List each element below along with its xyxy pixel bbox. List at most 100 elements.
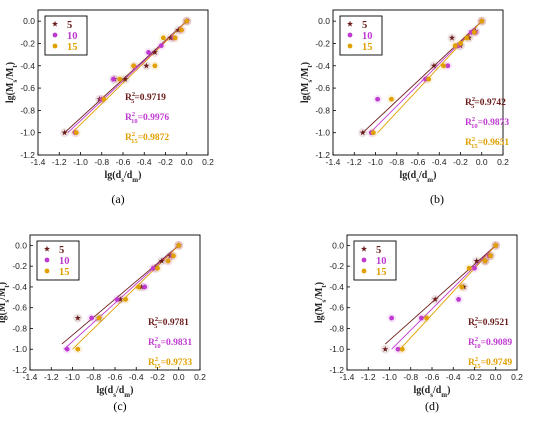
x-tick-label: -1.4 [340,372,355,382]
x-tick-label: -1.2 [44,372,59,382]
y-tick-label: -0.8 [12,323,27,333]
r2-annotation-15: R2 15=0.9749 [468,356,512,370]
y-axis-title-part: s [320,300,328,303]
x-tick-label: -1.0 [368,157,383,167]
data-point-15 [399,346,405,352]
x-tick-label: -0.6 [425,372,440,382]
x-axis-title-part: /d [432,385,442,396]
data-point-5 [449,34,455,41]
data-point-10 [445,63,451,69]
y-axis-title-part: lg(M [0,302,8,323]
x-axis-title: lg(ds/dm) [105,170,142,184]
y-axis-title: lg(Ms/Mt) [0,282,11,323]
y-axis-title-part: ) [5,62,16,65]
r2-superscript: 2 [132,111,135,118]
legend-label-15: 15 [376,267,387,278]
y-tick-label: -0.8 [20,105,35,115]
r2-superscript: 2 [472,96,475,103]
legend-marker-5 [361,245,367,252]
r2-value: =0.9651 [478,138,510,148]
x-tick-label: 0.2 [511,372,523,382]
fit-line-15 [71,20,188,134]
x-axis-title-part: ) [130,385,133,396]
r2-subscript: 5 [471,103,475,110]
y-axis-title-part: /M [314,287,325,301]
y-tick-label: -0.2 [315,38,330,48]
y-tick-label: -1.2 [329,365,344,375]
y-tick-label: -0.8 [315,105,330,115]
data-point-15 [155,265,160,271]
x-tick-label: -0.6 [116,157,131,167]
legend-box [353,240,397,281]
fit-line-5 [64,18,190,134]
r2-superscript: 2 [472,116,475,123]
r2-letter: R [465,98,472,108]
x-axis-title-part: ) [447,385,450,396]
legend-label-15: 15 [67,42,78,53]
y-tick-label: -1.0 [329,344,344,354]
r2-subscript: 10 [131,118,138,125]
x-axis-title-part: s [416,176,419,184]
r2-subscript: 15 [474,363,481,370]
legend-label-5: 5 [67,20,72,31]
fit-line-15 [399,245,497,350]
r2-value: =0.9781 [157,318,189,328]
y-tick-label: 0.0 [23,16,35,26]
legend-marker-15 [361,268,367,274]
x-axis-title-part: lg(d [97,385,114,396]
y-tick-label: -0.6 [329,303,344,313]
x-axis-title-part: ) [138,170,141,181]
data-point-10 [150,265,156,271]
data-point-15 [117,76,123,82]
data-point-15 [426,76,432,82]
x-tick-label: -0.8 [86,372,101,382]
legend-marker-10 [52,32,58,38]
x-tick-label: -0.6 [108,372,123,382]
r2-value: =0.9831 [161,338,193,348]
data-point-10 [375,96,381,102]
r2-subscript: 15 [131,138,138,145]
r2-value: =0.9872 [138,133,170,143]
data-point-15 [135,284,141,290]
legend-label-5: 5 [59,245,64,256]
y-tick-label: -1.2 [20,150,35,160]
r2-annotation-10: R2 10=0.9089 [468,336,512,350]
x-tick-label: -1.4 [326,157,341,167]
r2-value: =0.9742 [474,98,506,108]
y-axis-title-part: t [306,65,314,68]
data-point-10 [389,315,395,321]
data-point-15 [389,96,394,102]
y-tick-label: -0.4 [20,61,35,71]
data-point-5 [432,296,439,302]
y-axis-title-part: lg(M [5,82,16,103]
y-axis-title-part: s [11,80,19,83]
fit-line-5 [61,245,180,345]
legend-label-10: 10 [59,256,70,267]
r2-value: =0.9873 [478,118,510,128]
r2-subscript: 5 [474,323,478,330]
data-point-15 [370,130,376,136]
y-axis-title-part: /M [0,287,8,301]
chart-panel-a: -1.4 -1.2 -1.0 -0.8 -0.6 -0.4 -0.2 0.0 0.2-1.2-1… [5,9,214,206]
x-axis-title: lg(ds/dm) [97,385,134,399]
data-point-5 [359,129,366,136]
r2-superscript: 2 [155,316,158,323]
x-tick-label: -0.2 [158,157,173,167]
r2-subscript: 10 [471,123,478,130]
data-point-15 [160,35,166,41]
x-tick-label: -1.4 [31,157,46,167]
data-point-15 [458,41,463,46]
r2-annotation-10: R2 10=0.9873 [465,116,509,130]
data-point-5 [122,76,129,82]
r2-subscript: 15 [154,363,161,370]
data-point-15 [464,35,470,41]
x-axis-title-part: /d [418,170,428,181]
r2-letter: R [468,318,475,328]
y-tick-label: 0.0 [15,240,27,250]
data-point-5 [167,34,174,41]
y-tick-label: -0.2 [329,261,344,271]
y-tick-label: -0.2 [20,38,35,48]
x-axis-title-part: lg(d [400,170,417,181]
